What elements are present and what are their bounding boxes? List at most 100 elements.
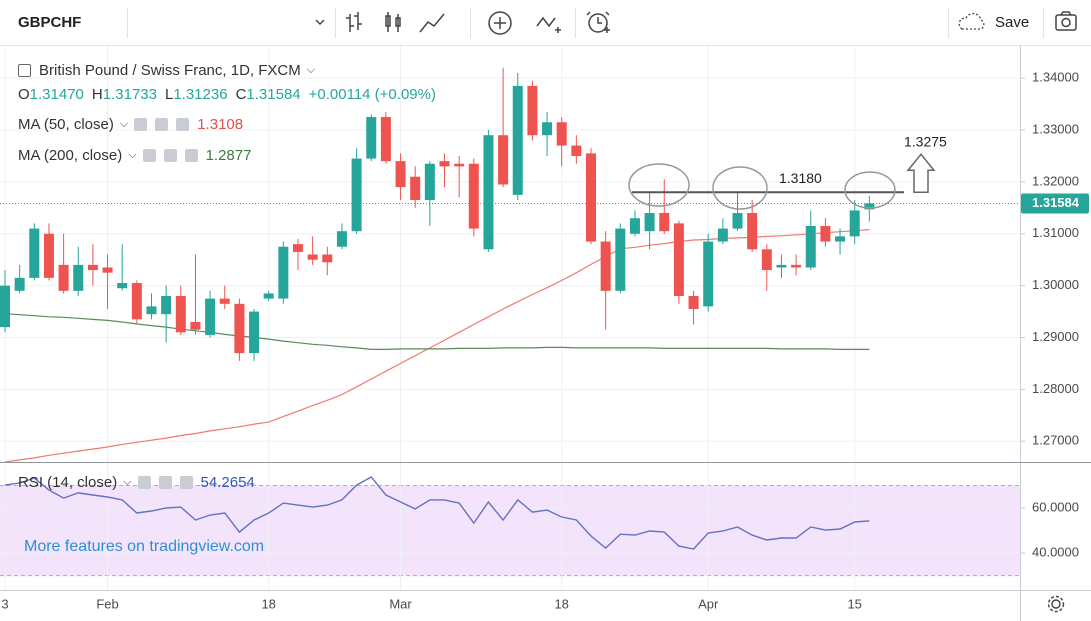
icon[interactable]	[184, 149, 198, 162]
candle-body	[263, 293, 274, 299]
candle-body	[190, 321, 201, 330]
alert-icon[interactable]	[586, 11, 610, 33]
y-tick-label: 1.27000	[1032, 433, 1079, 448]
candle-body	[849, 210, 860, 237]
snapshot-icon[interactable]	[1055, 11, 1077, 31]
highlight-ellipse	[712, 166, 768, 210]
rsi-band	[0, 485, 1020, 577]
y-tick-label: 1.33000	[1032, 121, 1079, 136]
last-price-label: 1.31584	[1032, 195, 1080, 210]
icon[interactable]	[134, 118, 148, 131]
candle-body	[424, 163, 435, 201]
bar-style-icon[interactable]	[346, 12, 445, 33]
candle-body	[820, 225, 831, 242]
candle-body	[717, 228, 728, 242]
indicator-value: 54.2654	[200, 474, 255, 491]
candle-body	[439, 161, 450, 167]
candle-body	[600, 241, 611, 291]
candle-body	[351, 158, 362, 232]
compare-icon[interactable]	[536, 16, 561, 33]
candle-body	[864, 203, 875, 210]
ohlc-item: O1.31470	[18, 86, 84, 103]
indicator-line	[4, 313, 870, 350]
candle-body	[659, 213, 670, 232]
x-tick-label: Apr	[698, 596, 719, 611]
x-tick-label: Mar	[389, 596, 412, 611]
indicator-icon[interactable]	[488, 11, 512, 35]
candle-body	[87, 264, 98, 271]
x-tick-label: 18	[261, 596, 275, 611]
candle-body	[322, 254, 333, 263]
icon[interactable]	[137, 476, 151, 489]
candle-body	[732, 213, 743, 229]
candle-body	[498, 135, 509, 185]
symbol[interactable]: GBPCHF	[18, 14, 81, 31]
main-legend: British Pound / Swiss Franc, 1D, FXCM ⌵	[18, 62, 315, 79]
icon[interactable]	[158, 476, 172, 489]
candle-body	[29, 228, 40, 278]
indicator-name: RSI (14, close)	[18, 474, 118, 491]
ohlc-key: H	[91, 86, 103, 103]
indicator-name: MA (200, close)	[18, 147, 123, 164]
collapse-icon[interactable]	[18, 64, 31, 77]
candle-body	[234, 303, 245, 354]
y-tick-label: 1.29000	[1032, 329, 1079, 344]
ohlc-key: C	[235, 86, 247, 103]
chevron[interactable]: ⌵	[123, 476, 132, 488]
indicator-line	[4, 476, 870, 550]
y-tick-label: 1.28000	[1032, 381, 1079, 396]
icon[interactable]	[163, 149, 177, 162]
cloud-icon[interactable]	[958, 12, 985, 30]
candle-body	[43, 233, 54, 278]
highlight-ellipse	[628, 163, 690, 207]
save-button[interactable]: Save	[995, 14, 1029, 31]
candle-body	[703, 241, 714, 307]
ohlc-key: L	[164, 86, 174, 103]
y-tick-label: 1.31000	[1032, 225, 1079, 240]
y-tick-label: 40.0000	[1032, 545, 1079, 560]
interval-chevron[interactable]	[315, 19, 325, 26]
candle-body	[219, 298, 230, 304]
candle-body	[468, 163, 479, 229]
candle-body	[131, 283, 142, 320]
instrument-title: British Pound / Swiss Franc, 1D, FXCM	[39, 62, 301, 79]
candle-body	[102, 267, 113, 273]
ohlc-item: H1.31733	[92, 86, 157, 103]
candle-body	[161, 296, 172, 315]
candle-body	[776, 264, 787, 268]
candle-body	[556, 122, 567, 146]
icon[interactable]	[155, 118, 169, 131]
candle-body	[688, 296, 699, 309]
candle-body	[512, 85, 523, 195]
x-tick-label: 18	[554, 596, 568, 611]
highlight-ellipse	[844, 171, 896, 209]
candle-body	[761, 249, 772, 271]
ohlc-value: 1.31584	[246, 86, 301, 103]
icon[interactable]	[176, 118, 190, 131]
candle-body	[73, 264, 84, 291]
indicator-value: 1.3108	[197, 116, 244, 133]
settings-icon[interactable]	[1047, 595, 1065, 613]
icon[interactable]	[179, 476, 193, 489]
chevron[interactable]: ⌵	[306, 64, 316, 76]
chevron[interactable]: ⌵	[119, 118, 129, 130]
watermark[interactable]: More features on tradingview.com	[24, 538, 265, 555]
annotation-label: 1.3180	[779, 170, 822, 186]
candle-body	[805, 225, 816, 268]
candle-body	[483, 135, 494, 250]
icon[interactable]	[142, 149, 156, 162]
candle-body	[571, 145, 582, 156]
ma50-legend: MA (50, close) ⌵ 1.3108	[18, 116, 243, 133]
chevron[interactable]: ⌵	[128, 149, 137, 161]
candle-body	[58, 264, 69, 291]
candle-body	[629, 218, 640, 234]
x-tick-label: 15	[847, 596, 861, 611]
candle-body	[278, 246, 289, 299]
candle-body	[117, 283, 128, 289]
y-tick-label: 1.34000	[1032, 70, 1079, 85]
candle-body	[293, 244, 303, 252]
x-tick-label: 3	[1, 596, 8, 611]
candle-body	[249, 311, 260, 354]
